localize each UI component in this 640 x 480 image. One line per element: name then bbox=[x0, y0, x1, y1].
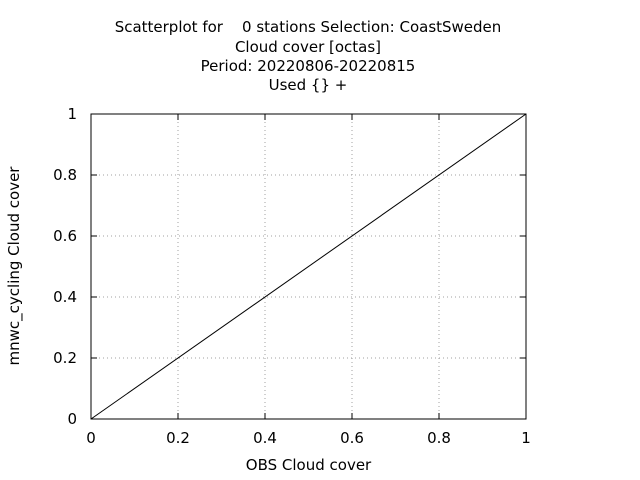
y-tick-label: 0.8 bbox=[53, 166, 77, 184]
x-tick-label: 1 bbox=[521, 429, 531, 447]
chart-title-line-3: Period: 20220806-20220815 bbox=[200, 57, 416, 75]
chart-title-line-4: Used {} + bbox=[268, 76, 348, 94]
chart-title-line-1: Scatterplot for 0 stations Selection: Co… bbox=[114, 18, 502, 36]
x-axis-label: OBS Cloud cover bbox=[245, 456, 372, 474]
y-axis-label: mnwc_cycling Cloud cover bbox=[5, 166, 23, 366]
series-layer bbox=[90, 113, 527, 420]
tick-layer: 0 0.2 0.4 0.6 0.8 1 0 0.2 0.4 0.6 0.8 1 bbox=[53, 105, 531, 447]
chart-title-line-2: Cloud cover [octas] bbox=[234, 38, 382, 56]
y-tick-label: 1 bbox=[67, 105, 77, 123]
grid-layer bbox=[91, 114, 526, 419]
y-tick-label: 0 bbox=[67, 410, 77, 428]
x-tick-label: 0.2 bbox=[166, 429, 190, 447]
x-tick-label: 0.6 bbox=[340, 429, 364, 447]
plot-frame bbox=[90, 113, 527, 420]
x-tick-label: 0 bbox=[86, 429, 96, 447]
x-tick-label: 0.4 bbox=[253, 429, 277, 447]
series-line-1 bbox=[90, 113, 527, 420]
x-tick-label: 0.8 bbox=[427, 429, 451, 447]
y-tick-label: 0.2 bbox=[53, 349, 77, 367]
y-tick-label: 0.6 bbox=[53, 227, 77, 245]
y-tick-label: 0.4 bbox=[53, 288, 77, 306]
